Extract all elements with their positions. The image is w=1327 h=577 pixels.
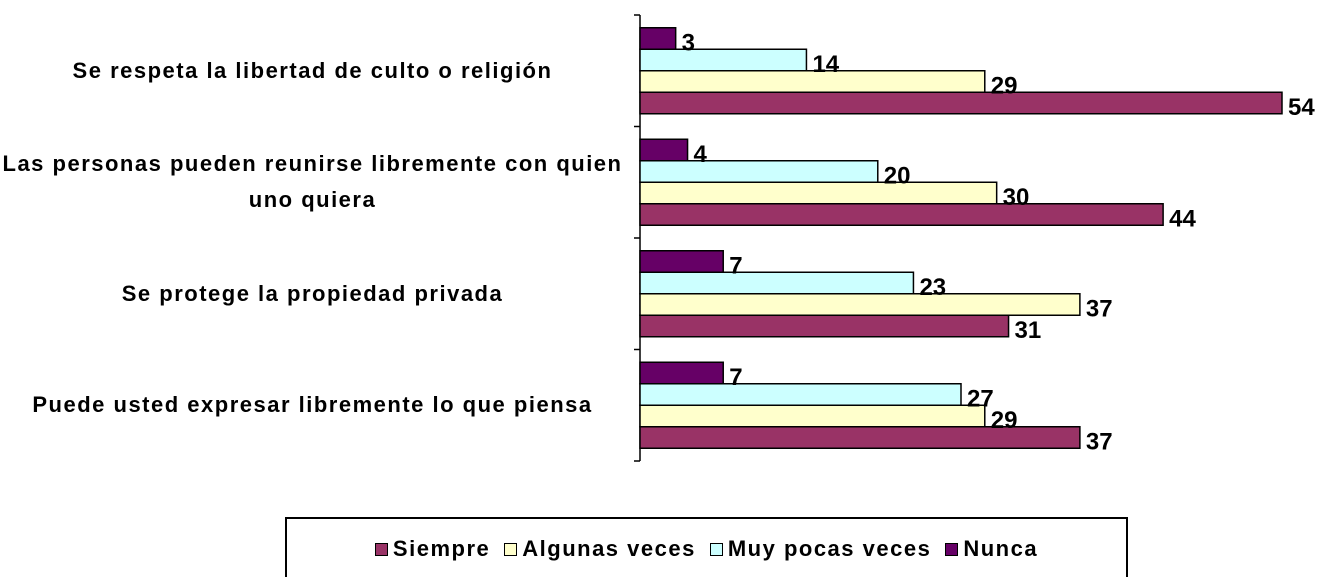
data-label: 54	[1288, 94, 1315, 121]
bar	[639, 48, 808, 72]
data-label: 37	[1086, 295, 1113, 322]
bar	[639, 203, 1164, 226]
category-label: Puede usted expresar libremente lo que p…	[32, 392, 593, 418]
bar	[639, 160, 879, 183]
bar	[639, 426, 1081, 449]
legend-swatch	[374, 542, 388, 556]
data-label: 27	[967, 385, 994, 412]
bar	[639, 138, 689, 162]
legend: Siempre Algunas veces Muy pocas veces Nunca	[285, 517, 1128, 577]
data-label: 31	[1015, 317, 1042, 344]
legend-label: Nunca	[963, 536, 1039, 561]
legend-label: Siempre	[392, 536, 491, 561]
data-label: 7	[729, 364, 742, 391]
data-label: 44	[1169, 205, 1196, 232]
data-label: 37	[1086, 428, 1113, 455]
bar	[639, 27, 677, 50]
legend-swatch	[945, 542, 959, 556]
bar	[639, 293, 1081, 316]
bar	[639, 314, 1010, 338]
legend-label: Algunas veces	[522, 536, 696, 561]
legend-swatch	[504, 542, 518, 556]
category-label: Se protege la propiedad privada	[121, 280, 504, 306]
legend-swatch	[709, 542, 723, 556]
data-label: 7	[729, 252, 742, 279]
data-label: 30	[1003, 184, 1030, 211]
data-label: 20	[884, 162, 911, 189]
legend-item: Siempre	[374, 536, 491, 562]
data-label: 4	[694, 141, 708, 168]
category-label: Las personas pueden reunirse libremente …	[2, 151, 623, 213]
bar	[639, 404, 986, 428]
category-label: Se respeta la libertad de culto o religi…	[72, 57, 553, 83]
legend-item: Muy pocas veces	[709, 536, 932, 562]
data-label: 29	[991, 72, 1018, 99]
bar	[639, 250, 724, 273]
data-label: 29	[991, 407, 1018, 434]
data-label: 23	[919, 274, 946, 301]
bar	[639, 383, 962, 406]
data-label: 3	[682, 29, 695, 56]
legend-item: Algunas veces	[504, 536, 696, 562]
bar	[639, 361, 724, 385]
legend-item: Nunca	[945, 536, 1038, 562]
bar	[639, 181, 998, 205]
bar	[639, 91, 1283, 115]
data-label: 14	[812, 51, 839, 78]
bar	[639, 271, 915, 295]
legend-label: Muy pocas veces	[727, 536, 932, 561]
